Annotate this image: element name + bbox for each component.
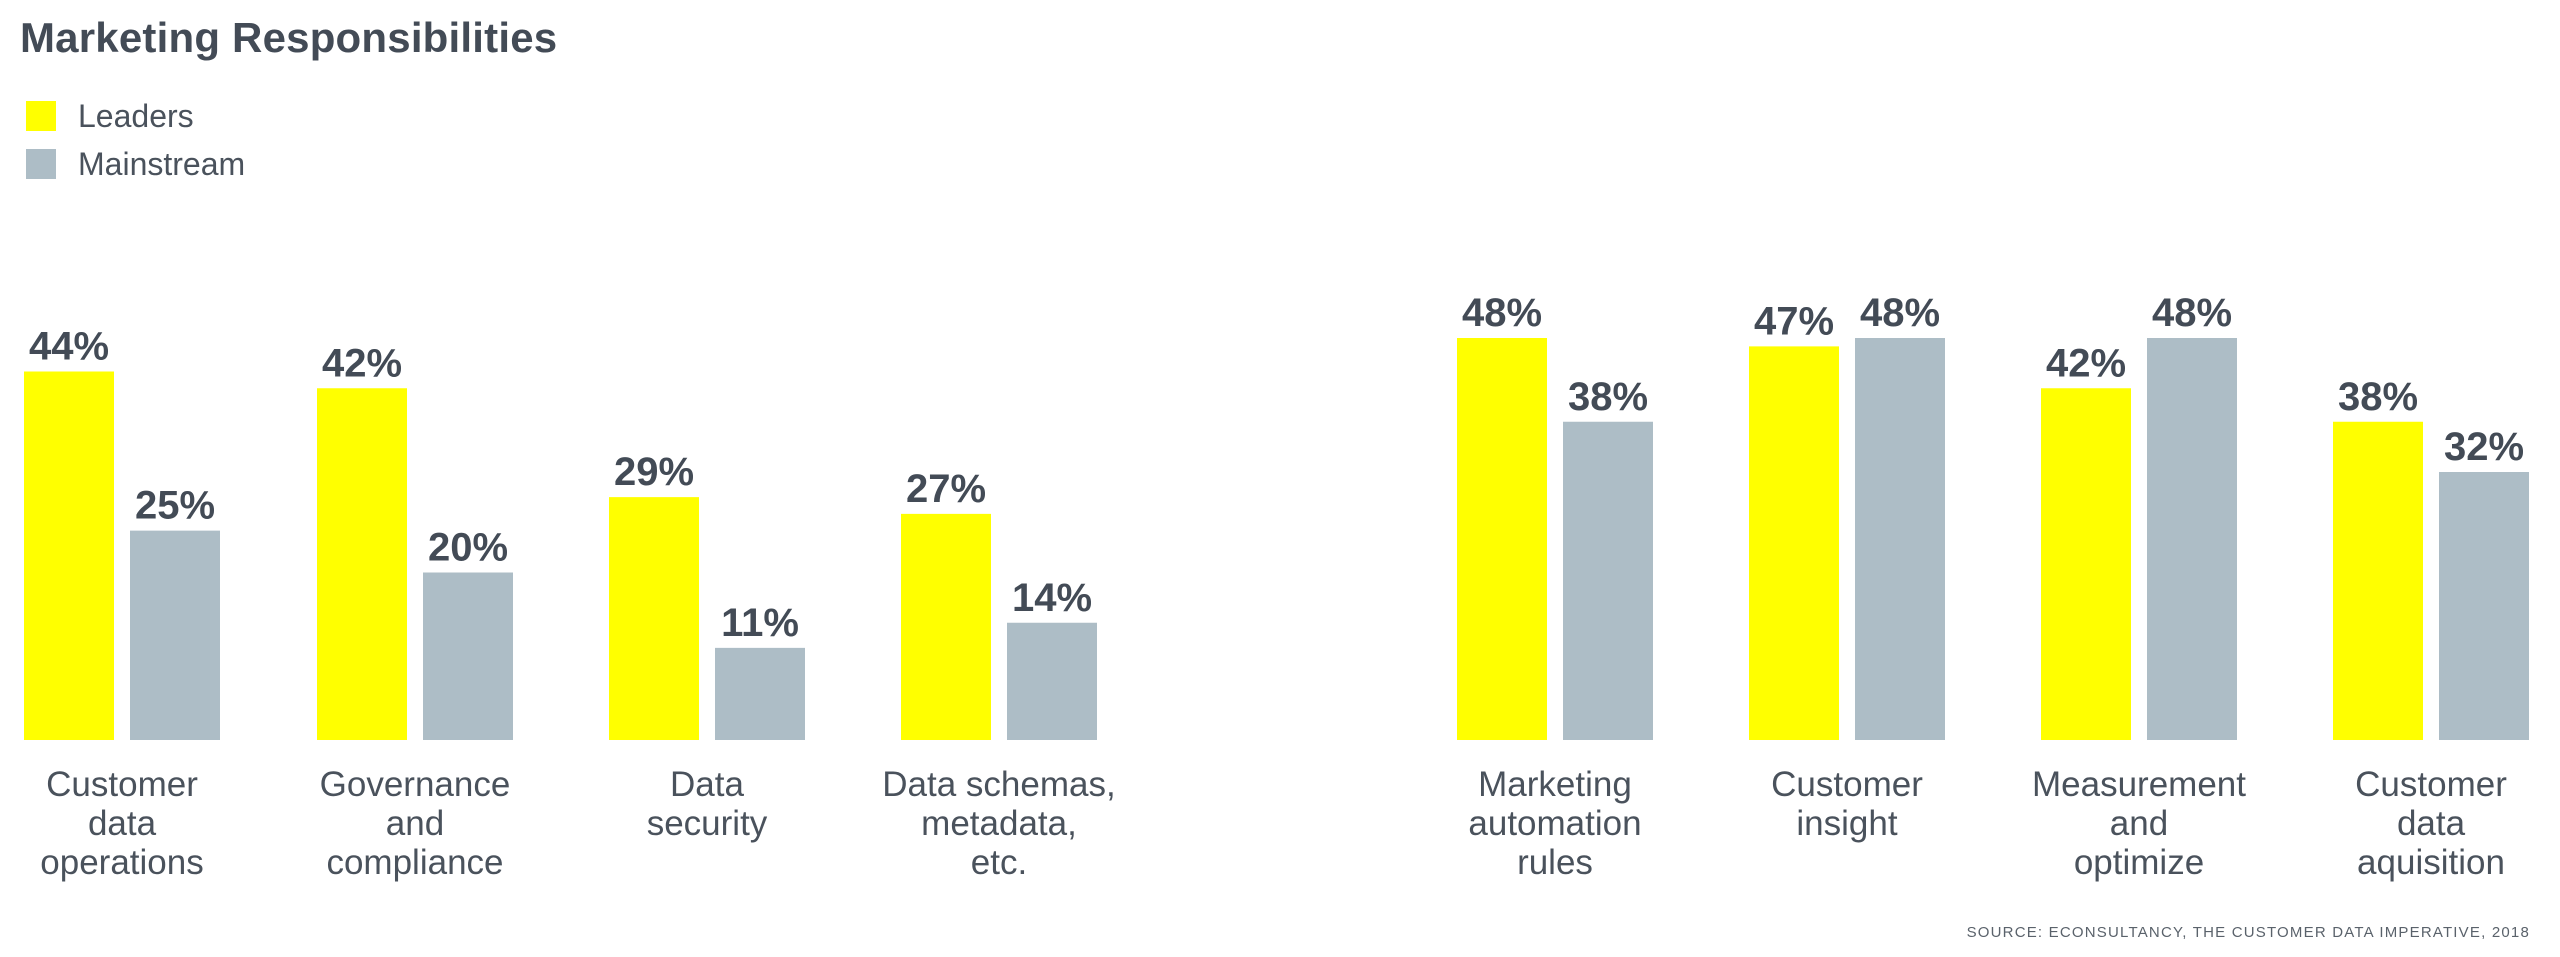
data-label-leaders-5: 47% xyxy=(1754,299,1834,343)
data-label-mainstream-6: 48% xyxy=(2152,291,2232,335)
category-label-6-line-2: optimize xyxy=(2074,843,2204,882)
bar-mainstream-4 xyxy=(1563,421,1653,740)
chart-title: Marketing Responsibilities xyxy=(20,14,558,61)
category-label-6-line-0: Measurement xyxy=(2032,765,2246,804)
bar-mainstream-0 xyxy=(130,530,220,740)
legend: Leaders Mainstream xyxy=(26,92,245,188)
legend-swatch-mainstream xyxy=(26,149,56,179)
category-label-2-line-1: security xyxy=(647,804,768,843)
bar-leaders-1 xyxy=(317,388,407,740)
data-label-leaders-4: 48% xyxy=(1462,291,1542,335)
category-label-3-line-0: Data schemas, xyxy=(882,765,1115,804)
data-label-leaders-1: 42% xyxy=(322,341,402,385)
legend-item-mainstream: Mainstream xyxy=(26,140,245,188)
category-label-7-line-2: aquisition xyxy=(2357,843,2505,882)
data-label-mainstream-0: 25% xyxy=(135,484,215,528)
category-label-6-line-1: and xyxy=(2110,804,2168,843)
category-label-0-line-2: operations xyxy=(40,843,203,882)
data-label-leaders-2: 29% xyxy=(614,450,694,494)
bar-mainstream-7 xyxy=(2439,472,2529,740)
data-label-leaders-0: 44% xyxy=(29,325,109,369)
category-label-3-line-1: metadata, xyxy=(921,804,1077,843)
category-label-1-line-2: compliance xyxy=(326,843,503,882)
data-label-leaders-6: 42% xyxy=(2046,341,2126,385)
source-note: SOURCE: ECONSULTANCY, THE CUSTOMER DATA … xyxy=(1966,924,2530,941)
bar-leaders-3 xyxy=(901,513,991,740)
bar-leaders-7 xyxy=(2333,421,2423,740)
legend-label-mainstream: Mainstream xyxy=(78,145,246,182)
bar-mainstream-1 xyxy=(423,572,513,740)
category-label-7-line-1: data xyxy=(2397,804,2466,843)
data-label-mainstream-2: 11% xyxy=(721,601,799,645)
data-label-mainstream-5: 48% xyxy=(1860,291,1940,335)
category-label-7-line-0: Customer xyxy=(2355,765,2507,804)
legend-swatch-leaders xyxy=(26,101,56,131)
bar-mainstream-2 xyxy=(715,647,805,740)
category-label-1-line-0: Governance xyxy=(320,765,511,804)
bar-leaders-0 xyxy=(24,371,114,740)
category-label-4-line-0: Marketing xyxy=(1478,765,1632,804)
category-label-5-line-1: insight xyxy=(1796,804,1897,843)
category-label-0-line-0: Customer xyxy=(46,765,198,804)
category-label-4-line-1: automation xyxy=(1468,804,1641,843)
bar-mainstream-3 xyxy=(1007,622,1097,740)
category-label-0-line-1: data xyxy=(88,804,157,843)
bar-mainstream-5 xyxy=(1855,338,1945,740)
bar-leaders-4 xyxy=(1457,338,1547,740)
category-label-2-line-0: Data xyxy=(670,765,744,804)
legend-item-leaders: Leaders xyxy=(26,92,245,140)
category-label-3-line-2: etc. xyxy=(971,843,1027,882)
data-label-leaders-3: 27% xyxy=(906,467,986,511)
data-label-mainstream-7: 32% xyxy=(2444,425,2524,469)
category-label-1-line-1: and xyxy=(386,804,444,843)
legend-label-leaders: Leaders xyxy=(78,97,194,134)
bar-mainstream-6 xyxy=(2147,338,2237,740)
bar-leaders-6 xyxy=(2041,388,2131,740)
bar-leaders-2 xyxy=(609,497,699,740)
category-label-5-line-0: Customer xyxy=(1771,765,1923,804)
data-label-mainstream-3: 14% xyxy=(1012,576,1092,620)
data-label-mainstream-4: 38% xyxy=(1568,375,1648,419)
data-label-leaders-7: 38% xyxy=(2338,375,2418,419)
category-label-4-line-2: rules xyxy=(1517,843,1593,882)
bar-leaders-5 xyxy=(1749,346,1839,740)
data-label-mainstream-1: 20% xyxy=(428,526,508,570)
